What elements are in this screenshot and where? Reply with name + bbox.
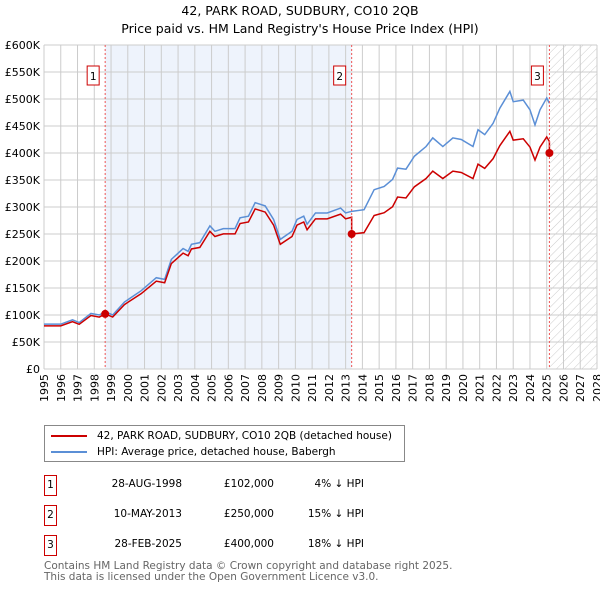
y-tick-label: £150K bbox=[5, 282, 41, 295]
y-tick-label: £0 bbox=[26, 363, 40, 376]
sale-point bbox=[347, 230, 356, 238]
x-tick-label: 2016 bbox=[390, 374, 403, 402]
x-tick-label: 2012 bbox=[323, 374, 336, 402]
x-tick-label: 2014 bbox=[356, 374, 369, 402]
x-tick-label: 2020 bbox=[457, 374, 470, 402]
x-tick-label: 2021 bbox=[474, 374, 487, 402]
x-tick-label: 2009 bbox=[273, 374, 286, 402]
x-tick-label: 2013 bbox=[340, 374, 353, 402]
y-tick-label: £500K bbox=[5, 93, 41, 106]
y-tick-label: £100K bbox=[5, 309, 41, 322]
sale-price: £400,000 bbox=[223, 538, 274, 550]
y-tick-label: £350K bbox=[5, 174, 41, 187]
x-tick-label: 2004 bbox=[189, 374, 202, 402]
x-tick-label: 2019 bbox=[440, 374, 453, 402]
legend-label: HPI: Average price, detached house, Babe… bbox=[97, 446, 336, 458]
y-tick-label: £450K bbox=[5, 120, 41, 133]
plot-area: 1995 1996 1997 1998 1999 2000 2001 2002 2003 2004… bbox=[5, 39, 600, 402]
sale-date: 28-FEB-2025 bbox=[114, 538, 182, 550]
x-tick-label: 2023 bbox=[507, 374, 520, 402]
x-tick-label: 1998 bbox=[88, 374, 101, 402]
y-tick-label: £600K bbox=[5, 39, 41, 52]
y-tick-label: £50K bbox=[12, 336, 41, 349]
sale-marker-box bbox=[86, 65, 100, 86]
sale-point bbox=[545, 149, 554, 157]
x-tick-label: 2000 bbox=[122, 374, 135, 402]
legend-item-hpi: HPI: Average price, detached house, Babe… bbox=[51, 445, 336, 459]
property-price-line bbox=[44, 129, 551, 327]
sale-marker-label: 2 bbox=[336, 71, 343, 83]
y-tick-label: £400K bbox=[5, 147, 41, 160]
legend-swatch-red bbox=[51, 435, 87, 437]
x-tick-label: 2017 bbox=[407, 374, 420, 402]
sale-row: 2 10-MAY-2013 £250,000 15% ↓ HPI bbox=[44, 505, 444, 526]
x-tick-label: 2026 bbox=[557, 374, 570, 402]
sale-row: 3 28-FEB-2025 £400,000 18% ↓ HPI bbox=[44, 535, 444, 556]
sale-marker-box bbox=[530, 65, 544, 86]
y-tick-label: £550K bbox=[5, 66, 41, 79]
x-tick-label: 2008 bbox=[256, 374, 269, 402]
x-tick-label: 2010 bbox=[289, 374, 302, 402]
x-tick-label: 1997 bbox=[72, 374, 85, 402]
x-tick-label: 2027 bbox=[574, 374, 587, 402]
x-tick-label: 2015 bbox=[373, 374, 386, 402]
legend-label: 42, PARK ROAD, SUDBURY, CO10 2QB (detach… bbox=[97, 430, 392, 442]
sale-price: £250,000 bbox=[223, 508, 274, 520]
legend-item-property: 42, PARK ROAD, SUDBURY, CO10 2QB (detach… bbox=[51, 429, 392, 443]
sale-marker-box bbox=[333, 65, 347, 86]
sale-hpi-diff: 18% ↓ HPI bbox=[307, 538, 364, 550]
sale-marker-number: 2 bbox=[44, 505, 57, 526]
footer-copyright: Contains HM Land Registry data © Crown c… bbox=[44, 560, 453, 572]
sale-marker-label: 3 bbox=[534, 71, 541, 83]
sale-marker-number: 3 bbox=[44, 535, 57, 556]
x-tick-label: 2006 bbox=[222, 374, 235, 402]
x-tick-label: 1995 bbox=[38, 374, 51, 402]
y-tick-label: £200K bbox=[5, 255, 41, 268]
x-tick-label: 2002 bbox=[155, 374, 168, 402]
sale-point bbox=[101, 309, 110, 318]
x-tick-label: 2005 bbox=[206, 374, 219, 402]
y-tick-label: £250K bbox=[5, 228, 41, 241]
sale-row: 1 28-AUG-1998 £102,000 4% ↓ HPI bbox=[44, 475, 444, 496]
chart-title: 42, PARK ROAD, SUDBURY, CO10 2QB bbox=[181, 3, 419, 18]
footer-licence: This data is licensed under the Open Gov… bbox=[44, 571, 379, 583]
chart-subtitle: Price paid vs. HM Land Registry's House … bbox=[121, 21, 479, 36]
sale-price: £102,000 bbox=[223, 478, 274, 490]
x-tick-label: 2022 bbox=[490, 374, 503, 402]
x-tick-label: 1996 bbox=[55, 374, 68, 402]
x-tick-label: 2018 bbox=[423, 374, 436, 402]
sale-marker-label: 1 bbox=[90, 71, 97, 83]
x-tick-label: 2003 bbox=[172, 374, 185, 402]
y-tick-label: £300K bbox=[5, 201, 41, 214]
x-tick-label: 2001 bbox=[139, 374, 152, 402]
x-tick-label: 1999 bbox=[105, 374, 118, 402]
sale-date: 28-AUG-1998 bbox=[111, 478, 182, 490]
sale-date: 10-MAY-2013 bbox=[113, 508, 182, 520]
sale-hpi-diff: 15% ↓ HPI bbox=[307, 508, 364, 520]
sale-hpi-diff: 4% ↓ HPI bbox=[314, 478, 364, 490]
x-tick-label: 2025 bbox=[541, 374, 554, 402]
legend-swatch-blue bbox=[51, 451, 87, 453]
legend: 42, PARK ROAD, SUDBURY, CO10 2QB (detach… bbox=[44, 425, 405, 462]
sale-marker-number: 1 bbox=[44, 475, 57, 496]
x-tick-label: 2011 bbox=[306, 374, 319, 402]
x-tick-label: 2007 bbox=[239, 374, 252, 402]
x-tick-label: 2028 bbox=[591, 374, 600, 402]
x-tick-label: 2024 bbox=[524, 374, 537, 402]
hpi-line bbox=[44, 89, 551, 325]
